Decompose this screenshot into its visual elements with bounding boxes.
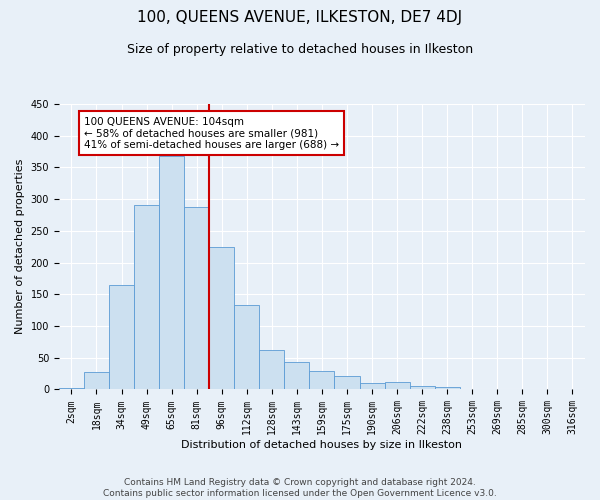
Text: Size of property relative to detached houses in Ilkeston: Size of property relative to detached ho…	[127, 42, 473, 56]
Bar	[334, 376, 359, 390]
Bar	[159, 156, 184, 390]
Bar	[59, 388, 84, 390]
Bar	[385, 382, 410, 390]
Text: 100 QUEENS AVENUE: 104sqm
← 58% of detached houses are smaller (981)
41% of semi: 100 QUEENS AVENUE: 104sqm ← 58% of detac…	[84, 116, 339, 150]
Bar	[359, 383, 385, 390]
Text: Contains HM Land Registry data © Crown copyright and database right 2024.
Contai: Contains HM Land Registry data © Crown c…	[103, 478, 497, 498]
Bar	[109, 285, 134, 390]
Bar	[134, 205, 159, 390]
Bar	[410, 386, 434, 390]
Bar	[209, 246, 234, 390]
Bar	[460, 389, 485, 390]
Y-axis label: Number of detached properties: Number of detached properties	[15, 159, 25, 334]
Bar	[234, 305, 259, 390]
Bar	[434, 387, 460, 390]
Bar	[184, 207, 209, 390]
X-axis label: Distribution of detached houses by size in Ilkeston: Distribution of detached houses by size …	[181, 440, 463, 450]
Bar	[259, 350, 284, 390]
Bar	[284, 362, 310, 390]
Text: 100, QUEENS AVENUE, ILKESTON, DE7 4DJ: 100, QUEENS AVENUE, ILKESTON, DE7 4DJ	[137, 10, 463, 25]
Bar	[310, 371, 334, 390]
Bar	[84, 372, 109, 390]
